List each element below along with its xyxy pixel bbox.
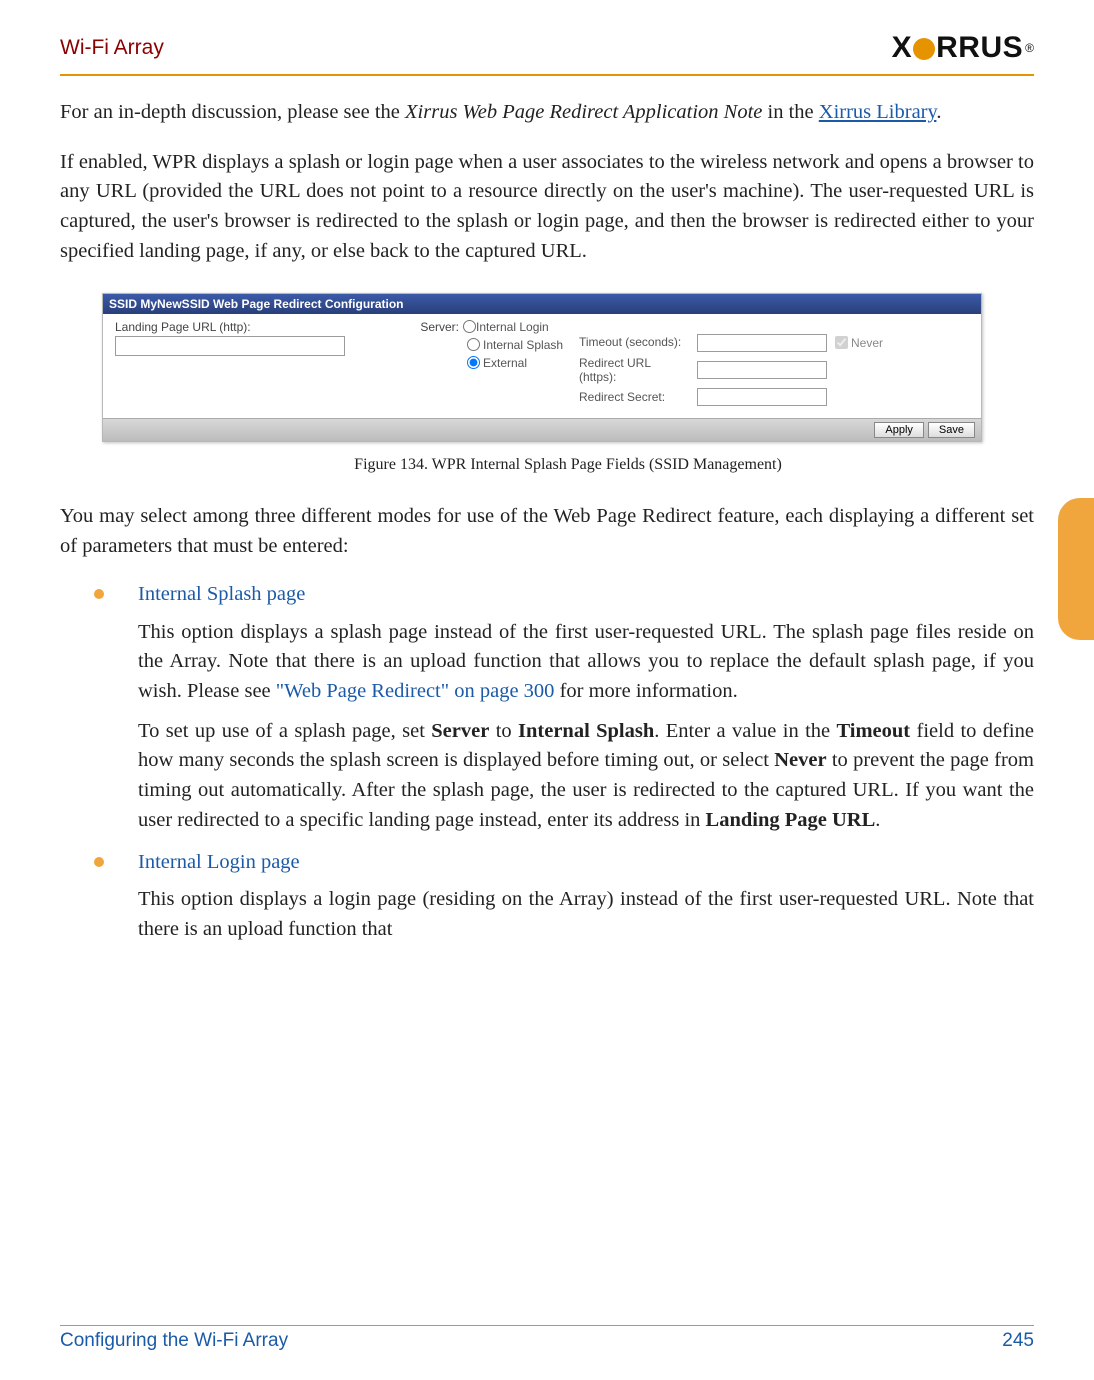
intro-paragraph-2: If enabled, WPR displays a splash or log…: [60, 148, 1034, 267]
logo-text: X RRUS: [892, 31, 1024, 65]
wpr-config-screenshot: SSID MyNewSSID Web Page Redirect Configu…: [102, 293, 982, 443]
save-button[interactable]: Save: [928, 422, 975, 438]
redirect-url-input[interactable]: [697, 361, 827, 379]
page: Wi-Fi Array X RRUS ® For an in-depth dis…: [0, 0, 1094, 1380]
never-label: Never: [851, 336, 883, 350]
modes-intro-paragraph: You may select among three different mod…: [60, 502, 1034, 561]
doc-title-italic: Xirrus Web Page Redirect Application Not…: [405, 101, 762, 123]
server-internal-login-radio[interactable]: [463, 320, 476, 333]
server-external-radio[interactable]: [467, 356, 480, 369]
server-internal-splash-label: Internal Splash: [483, 338, 563, 352]
timeout-input[interactable]: [697, 334, 827, 352]
modes-list: Internal Splash page This option display…: [60, 580, 1034, 945]
list-item-internal-splash: Internal Splash page This option display…: [60, 580, 1034, 836]
brand-logo: X RRUS ®: [892, 31, 1034, 65]
server-radio-group: Server: Internal Login Internal Splash E…: [399, 320, 579, 411]
list-heading-internal-login: Internal Login page: [138, 848, 1034, 878]
logo-dot-icon: [913, 38, 935, 60]
redirect-secret-label: Redirect Secret:: [579, 390, 689, 404]
bullet-icon: [60, 580, 94, 836]
header-divider: [60, 74, 1034, 76]
server-internal-login-label: Internal Login: [476, 320, 549, 334]
wpr-page-xref[interactable]: "Web Page Redirect" on page 300: [276, 680, 555, 702]
never-checkbox[interactable]: [835, 336, 848, 349]
internal-splash-p1: This option displays a splash page inste…: [138, 618, 1034, 707]
list-item-internal-login: Internal Login page This option displays…: [60, 848, 1034, 945]
xirrus-library-link[interactable]: Xirrus Library: [819, 101, 937, 123]
footer-chapter-title: Configuring the Wi-Fi Array: [60, 1330, 288, 1352]
internal-login-p1: This option displays a login page (resid…: [138, 885, 1034, 944]
figure-caption: Figure 134. WPR Internal Splash Page Fie…: [102, 456, 1034, 474]
logo-registered: ®: [1025, 41, 1034, 55]
page-footer: Configuring the Wi-Fi Array 245: [60, 1325, 1034, 1352]
bullet-icon: [60, 848, 94, 945]
landing-url-field-group: Landing Page URL (http):: [109, 320, 399, 411]
figure-form-body: Landing Page URL (http): Server: Interna…: [103, 314, 981, 419]
figure-container: SSID MyNewSSID Web Page Redirect Configu…: [102, 293, 1034, 475]
internal-splash-p2: To set up use of a splash page, set Serv…: [138, 717, 1034, 836]
page-side-tab: [1058, 498, 1094, 640]
redirect-fields-group: Timeout (seconds): Never Redirect URL (h…: [579, 320, 975, 411]
logo-pre: X: [892, 31, 913, 65]
apply-button[interactable]: Apply: [874, 422, 924, 438]
page-header: Wi-Fi Array X RRUS ®: [60, 26, 1034, 70]
intro-paragraph-1: For an in-depth discussion, please see t…: [60, 98, 1034, 128]
server-internal-splash-radio[interactable]: [467, 338, 480, 351]
timeout-label: Timeout (seconds):: [579, 335, 689, 349]
server-external-label: External: [483, 356, 527, 370]
logo-post: RRUS: [936, 31, 1023, 65]
footer-page-number: 245: [1002, 1330, 1034, 1352]
redirect-url-label: Redirect URL (https):: [579, 356, 689, 385]
section-title: Wi-Fi Array: [60, 36, 164, 60]
list-heading-internal-splash: Internal Splash page: [138, 580, 1034, 610]
redirect-secret-input[interactable]: [697, 388, 827, 406]
server-label: Server:: [399, 320, 459, 334]
landing-url-label: Landing Page URL (http):: [115, 320, 399, 334]
figure-button-row: Apply Save: [103, 418, 981, 441]
footer-divider: [60, 1325, 1034, 1326]
landing-url-input[interactable]: [115, 336, 345, 356]
figure-titlebar: SSID MyNewSSID Web Page Redirect Configu…: [103, 294, 981, 314]
